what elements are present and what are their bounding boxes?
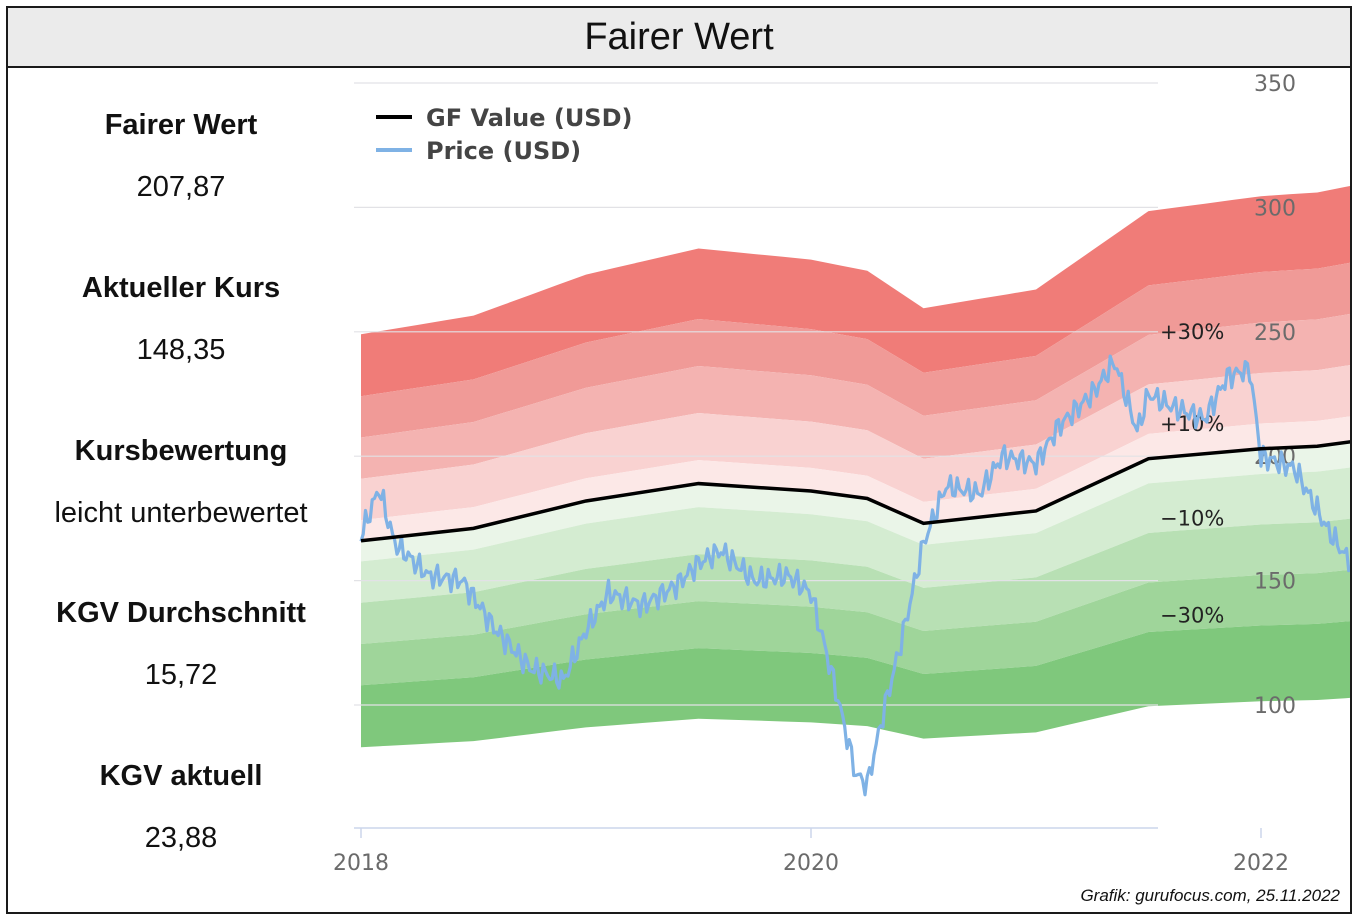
y-tick-label: 300 xyxy=(1254,196,1296,221)
valuation-band xyxy=(361,185,1350,397)
stat-value: 23,88 xyxy=(144,822,218,854)
page-title: Fairer Wert xyxy=(8,8,1350,68)
stat-label: Fairer Wert xyxy=(104,109,258,141)
valuation-band xyxy=(361,416,1350,541)
stat-label: KGV aktuell xyxy=(99,760,263,792)
stat-value: 148,35 xyxy=(136,334,226,366)
stat-current-price: Aktueller Kurs 148,35 xyxy=(8,271,354,367)
price-series-line xyxy=(359,354,1350,797)
valuation-band xyxy=(361,262,1350,438)
stat-label: Kursbewertung xyxy=(74,435,288,467)
valuation-band xyxy=(361,313,1350,479)
valuation-band xyxy=(361,365,1350,521)
gf-value-series-line xyxy=(360,440,1350,543)
valuation-band xyxy=(361,569,1350,686)
stat-avg-pe: KGV Durchschnitt 15,72 xyxy=(8,596,354,692)
stat-label: Aktueller Kurs xyxy=(81,272,281,304)
y-tick-label: 100 xyxy=(1254,694,1296,719)
stat-label: KGV Durchschnitt xyxy=(56,597,306,629)
band-percent-label: −30% xyxy=(1160,603,1224,627)
stat-value: 15,72 xyxy=(144,659,218,691)
gf-value-chart: 1001502002503003502018202020222024+30%+1… xyxy=(333,72,1350,876)
stat-fair-value: Fairer Wert 207,87 xyxy=(8,108,354,204)
valuation-band xyxy=(361,518,1350,644)
stat-value: leicht unterbewertet xyxy=(54,497,308,529)
y-tick-label: 350 xyxy=(1254,72,1296,97)
band-percent-label: +30% xyxy=(1160,320,1224,344)
x-tick-label: 2022 xyxy=(1233,851,1289,876)
legend-label-price: Price (USD) xyxy=(426,137,581,165)
source-credit: Grafik: gurufocus.com, 25.11.2022 xyxy=(1080,886,1340,905)
y-tick-label: 150 xyxy=(1254,570,1296,595)
valuation-band xyxy=(361,621,1350,748)
stat-current-pe: KGV aktuell 23,88 xyxy=(8,759,354,855)
legend-label-gf-value: GF Value (USD) xyxy=(426,104,632,132)
x-tick-label: 2020 xyxy=(783,851,839,876)
y-tick-label: 250 xyxy=(1254,321,1296,346)
x-tick-label: 2018 xyxy=(333,851,389,876)
valuation-band xyxy=(361,441,1350,562)
valuation-band xyxy=(361,467,1350,603)
stat-valuation: Kursbewertung leicht unterbewertet xyxy=(8,434,354,530)
band-percent-label: −10% xyxy=(1160,506,1224,530)
chart-frame: Fairer Wert Fairer Wert 207,87 Aktueller… xyxy=(6,6,1352,914)
stat-value: 207,87 xyxy=(136,171,226,203)
